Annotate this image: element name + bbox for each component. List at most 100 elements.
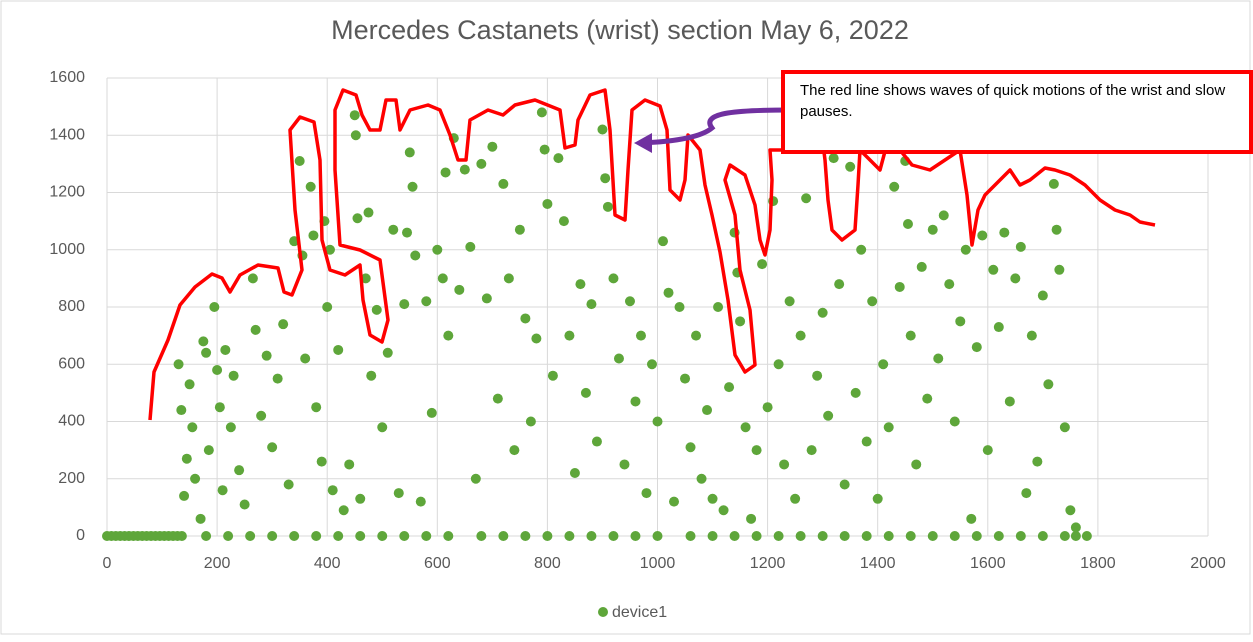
point [861,531,872,541]
point [1010,273,1021,284]
point [757,259,768,270]
point [850,387,861,398]
point [669,496,680,507]
point [883,422,894,433]
chart-title: Mercedes Castanets (wrist) section May 6… [331,15,909,45]
point [228,370,239,381]
point [658,236,669,247]
point [272,373,283,384]
point [828,153,839,164]
point [696,473,707,484]
point [393,488,404,499]
point [407,181,418,192]
point [591,436,602,447]
point [294,156,305,167]
point [503,273,514,284]
point [338,505,349,516]
point [564,330,575,341]
point [239,499,250,510]
point [382,347,393,358]
point [558,216,569,227]
point [938,210,949,221]
point [580,387,591,398]
point [641,488,652,499]
point [569,468,580,479]
point [949,416,960,427]
point [779,459,790,470]
point [685,442,696,453]
arrow-head [634,133,652,153]
point [212,364,223,375]
point [993,531,1004,541]
point [674,302,685,312]
point [707,531,718,541]
point [363,207,374,218]
y-tick-label: 400 [58,413,85,430]
point [520,313,531,324]
point [1015,531,1026,541]
point [702,405,713,416]
point [542,198,553,209]
point [1026,330,1037,341]
point [173,359,184,370]
point [944,279,955,290]
legend-label: device1 [612,604,667,621]
point [740,422,751,433]
point [440,167,451,178]
x-tick-label: 2000 [1190,555,1226,572]
point [575,279,586,290]
point [1043,379,1054,390]
point [308,230,319,241]
point [278,319,289,330]
point [806,445,817,456]
point [817,531,828,541]
point [187,422,198,433]
point [905,531,916,541]
point [751,445,762,456]
point [371,304,382,315]
point [652,416,663,427]
point [217,485,228,496]
point [481,293,492,304]
point [600,173,611,184]
point [795,531,806,541]
point [305,181,316,192]
point [608,531,619,541]
point [443,531,454,541]
point [509,445,520,456]
point [999,227,1010,238]
point [322,302,333,312]
point [476,158,487,169]
point [498,178,509,189]
point [982,445,993,456]
point [1054,264,1065,275]
annotation-text: The red line shows waves of quick motion… [800,82,1226,120]
point [1032,456,1043,467]
point [707,493,718,504]
point [988,264,999,275]
point [245,531,256,541]
x-tick-label: 600 [424,555,451,572]
point [234,465,245,476]
point [933,353,944,364]
point [539,144,550,155]
point [203,445,214,456]
point [564,531,575,541]
point [432,244,443,255]
point [861,436,872,447]
point [713,302,724,312]
point [355,531,366,541]
point [927,531,938,541]
point [283,479,294,490]
point [646,359,657,370]
point [426,407,437,418]
point [663,287,674,298]
point [487,141,498,152]
y-tick-label: 1600 [49,69,85,86]
point [1051,224,1062,235]
point [402,227,413,238]
x-tick-label: 400 [314,555,341,572]
point [179,490,190,501]
point [223,531,234,541]
point [624,296,635,307]
